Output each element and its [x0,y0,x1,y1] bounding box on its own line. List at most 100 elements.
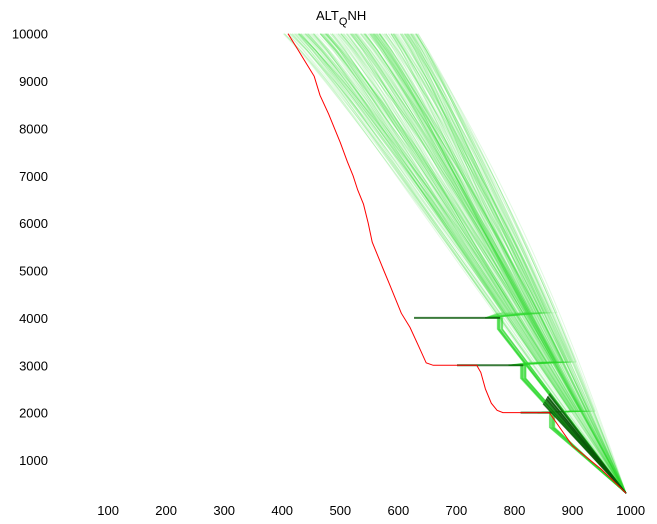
trajectory-line [360,33,627,494]
trajectory-line [412,33,627,494]
dense-trajectory-line [544,401,627,494]
trajectory-line [306,33,627,494]
trajectory-line [356,33,627,494]
trajectory-line [326,33,627,494]
trajectory-line [295,33,627,494]
trajectory-line [401,33,627,494]
trajectory-line [323,33,627,494]
trajectory-line [393,33,627,494]
trajectory-line [379,33,627,494]
trajectory-line [382,33,627,494]
trajectory-line [289,33,627,494]
trajectory-line [308,33,627,494]
trajectory-line [370,33,627,494]
trajectory-line [415,33,627,494]
trajectory-line [307,33,627,494]
trajectory-line [388,33,627,494]
trajectory-bundle [282,33,627,494]
trajectory-line [355,33,627,494]
dense-trajectory-line [542,403,627,494]
trajectory-line [287,33,627,494]
trajectory-line [371,33,627,494]
trajectory-line [348,33,627,494]
dense-trajectory-line [543,401,627,494]
trajectory-line [313,33,627,494]
trajectory-line [307,33,627,494]
trajectory-line [342,33,627,494]
trajectory-line [330,33,627,494]
trajectory-line [324,33,627,494]
trajectory-line [405,33,627,494]
trajectory-line [346,33,627,494]
trajectory-line [299,33,627,494]
y-tick-label: 6000 [19,216,48,231]
x-tick-label: 100 [97,503,119,518]
trajectory-line [320,33,627,494]
trajectory-line [292,33,627,494]
trajectory-line [300,33,627,494]
trajectory-line [360,33,627,494]
trajectory-line [327,33,627,494]
dense-trajectory-line [545,398,627,494]
trajectory-line [359,33,627,494]
trajectory-line [349,33,627,494]
trajectory-line [393,33,627,494]
trajectory-line [381,33,627,494]
trajectory-line [362,33,627,494]
trajectory-line [346,33,627,494]
trajectory-line [369,33,627,494]
dense-trajectory-line [542,403,627,494]
trajectory-line [354,33,627,494]
trajectory-line [298,33,627,494]
y-tick-label: 7000 [19,169,48,184]
trajectory-line [395,33,627,494]
trajectory-line [331,33,627,494]
y-tick-label: 10000 [12,27,48,42]
trajectory-line [372,33,627,494]
trajectory-line [299,33,627,494]
trajectory-line [414,33,627,494]
trajectory-line [373,33,627,494]
trajectory-line [404,33,627,494]
dense-trajectory-line [545,399,627,494]
dense-trajectory-line [545,399,627,494]
trajectory-line [303,33,627,494]
trajectory-line [371,33,627,494]
chart-title-main: ALT [316,8,339,23]
trajectory-line [357,33,627,494]
trajectory-line [322,33,627,494]
trajectory-line [403,33,627,494]
dense-trajectory-line [545,398,627,494]
trajectory-line [341,33,627,494]
trajectory-line [403,33,627,494]
trajectory-line [379,33,627,494]
trajectory-line [343,33,627,494]
trajectory-line [297,33,627,494]
x-tick-label: 900 [562,503,584,518]
trajectory-line [355,33,627,494]
trajectory-line [385,33,627,494]
trajectory-line [350,33,627,494]
trajectory-line [313,33,627,494]
trajectory-line [373,33,627,494]
dense-trajectory-line [546,396,627,494]
dense-trajectory-line [544,400,627,494]
trajectory-line [325,33,627,494]
dense-trajectory-line [547,396,627,494]
trajectory-line [370,33,627,494]
trajectory-line [345,33,627,494]
trajectory-line [322,33,627,494]
trajectory-line [326,33,627,494]
trajectory-line [349,33,627,494]
trajectory-line [324,33,627,494]
trajectory-line [378,33,627,494]
trajectory-line [379,33,627,494]
trajectory-line [335,33,627,494]
trajectory-line [356,33,627,494]
x-tick-label: 500 [329,503,351,518]
trajectory-line [378,33,627,494]
trajectory-line [325,33,627,494]
trajectory-line [392,33,627,494]
dense-trajectory-line [545,398,627,494]
